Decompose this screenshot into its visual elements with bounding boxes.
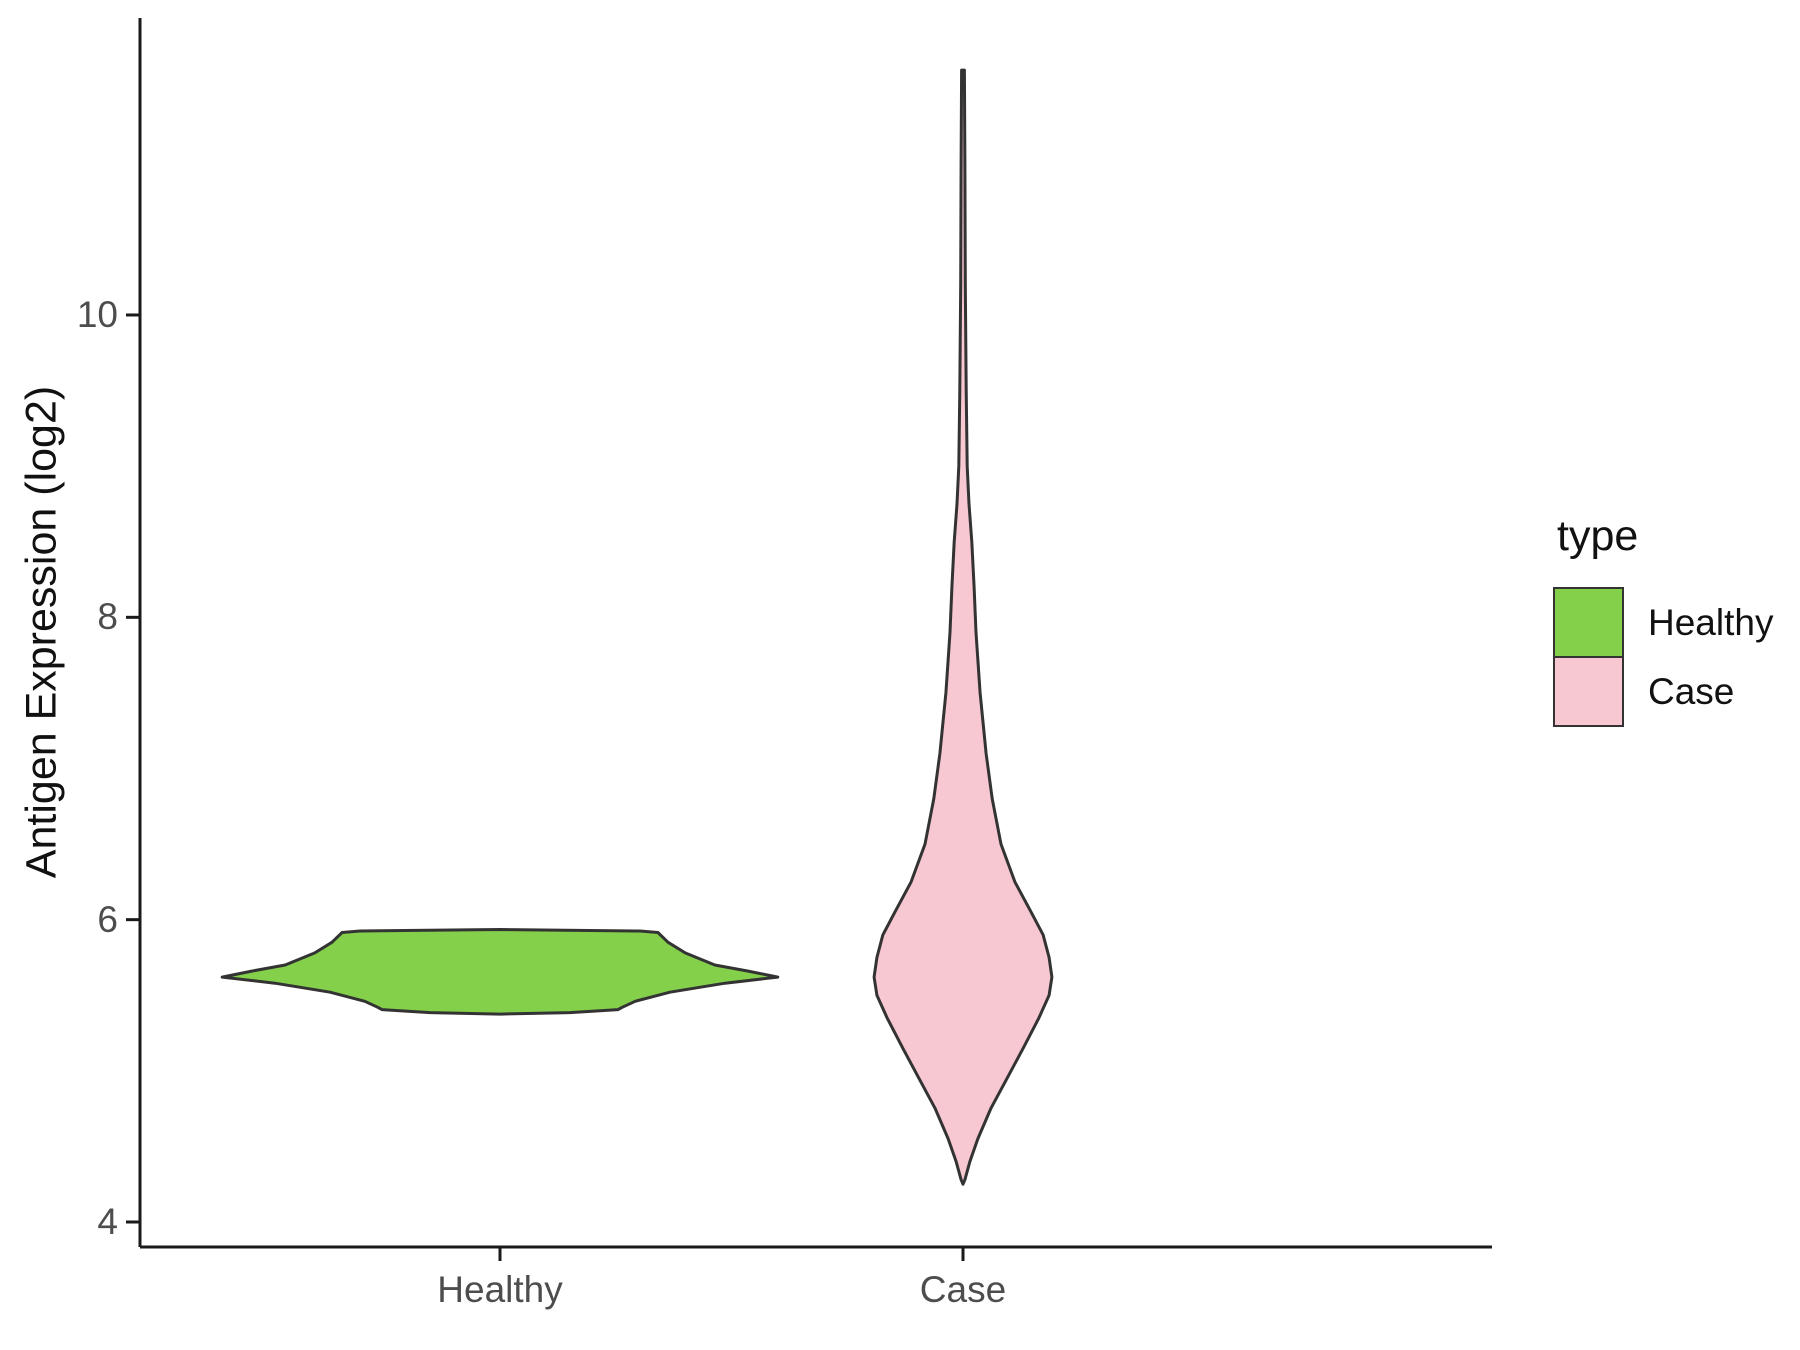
violin-case bbox=[872, 68, 1054, 1186]
legend: type Healthy Case bbox=[1553, 512, 1773, 727]
violin-healthy bbox=[220, 928, 780, 1016]
legend-title: type bbox=[1557, 512, 1639, 560]
legend-label: Healthy bbox=[1648, 601, 1774, 643]
x-category-label-healthy: Healthy bbox=[437, 1269, 563, 1310]
y-tick-label: 6 bbox=[97, 898, 118, 940]
legend-label: Case bbox=[1648, 670, 1735, 712]
legend-item-healthy: Healthy bbox=[1553, 587, 1773, 658]
legend-item-case: Case bbox=[1553, 656, 1773, 727]
y-tick-label: 4 bbox=[97, 1201, 118, 1242]
legend-swatch-case bbox=[1553, 656, 1624, 727]
y-tick-label: 8 bbox=[97, 596, 118, 638]
y-tick-label: 10 bbox=[76, 293, 118, 335]
x-category-label-case: Case bbox=[919, 1269, 1007, 1310]
legend-swatch-healthy bbox=[1553, 587, 1624, 658]
legend-items: Healthy Case bbox=[1553, 587, 1773, 727]
